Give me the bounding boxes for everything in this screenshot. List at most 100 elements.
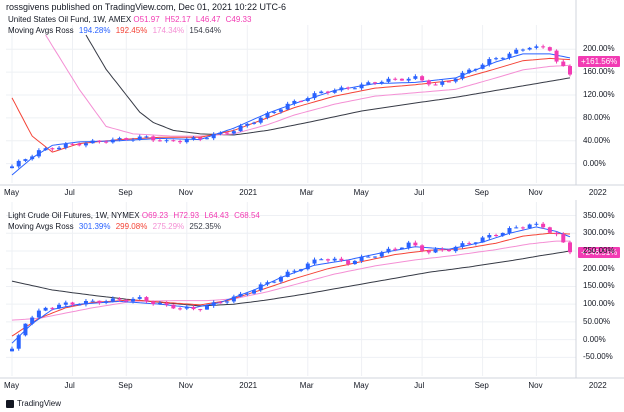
candle-body	[225, 132, 230, 134]
moving-average-ma_long	[45, 34, 571, 137]
candle-body	[379, 81, 384, 84]
crude-ma-1: 301.39%	[78, 222, 111, 231]
candle-body	[561, 234, 566, 243]
y-tick-label: 200.00%	[583, 44, 615, 54]
candle-body	[191, 306, 196, 310]
candle-body	[554, 50, 559, 62]
candle-body	[252, 290, 257, 294]
candle-body	[265, 282, 270, 285]
chart-pane-crude[interactable]: Light Crude Oil Futures, 1W, NYMEX O69.2…	[0, 200, 624, 396]
candle-body	[137, 136, 142, 140]
candle-body	[151, 136, 156, 141]
candle-body	[413, 76, 418, 79]
candle-body	[50, 148, 55, 150]
candle-body	[332, 90, 337, 93]
candle-body	[278, 276, 283, 282]
crude-ma-title: Moving Avgs Ross	[8, 222, 74, 231]
candle-body	[325, 259, 330, 261]
candle-body	[446, 81, 451, 83]
candle-body	[305, 98, 310, 101]
candle-body	[399, 78, 404, 81]
y-tick-label: 0.00%	[583, 158, 606, 168]
candle-body	[339, 258, 344, 261]
candle-body	[117, 138, 122, 140]
candle-body	[547, 47, 552, 51]
uso-high: H52.17	[164, 15, 191, 24]
candle-body	[10, 166, 14, 169]
candle-body	[352, 88, 357, 90]
uso-ma-3: 174.34%	[152, 26, 185, 35]
uso-ma-1: 194.28%	[78, 26, 111, 35]
uso-legend: United States Oil Fund, 1W, AMEX O51.97 …	[8, 14, 254, 25]
candle-body	[43, 148, 48, 151]
x-tick-label: Nov	[528, 188, 543, 197]
candle-body	[426, 80, 431, 85]
candle-body	[124, 138, 129, 140]
candle-body	[346, 87, 351, 89]
candle-body	[440, 81, 445, 85]
candle-body	[157, 140, 162, 142]
x-tick-label: Sep	[474, 381, 489, 390]
candle-body	[43, 307, 48, 311]
tradingview-footer: TradingView	[6, 399, 61, 408]
y-tick-label: -50.00%	[583, 352, 613, 362]
x-tick-label: Nov	[178, 188, 194, 197]
candle-body	[312, 93, 317, 99]
y-tick-label: 40.00%	[583, 135, 611, 145]
candle-body	[83, 143, 88, 146]
crude-title: Light Crude Oil Futures, 1W, NYMEX	[8, 211, 140, 220]
x-tick-label: Jul	[414, 188, 425, 197]
candle-body	[164, 302, 169, 305]
candle-body	[144, 136, 149, 138]
y-tick-label: 50.00%	[583, 316, 611, 326]
candle-body	[211, 302, 216, 306]
uso-chart-svg[interactable]	[0, 0, 624, 200]
x-tick-label: May	[4, 188, 20, 197]
candle-body	[16, 160, 21, 167]
candle-body	[514, 227, 519, 229]
candle-body	[151, 301, 156, 304]
candle-body	[413, 242, 418, 246]
candle-body	[473, 68, 478, 70]
candle-body	[36, 150, 41, 157]
candle-body	[467, 69, 472, 73]
candle-body	[97, 140, 102, 142]
candle-body	[30, 156, 35, 160]
candle-body	[420, 245, 425, 251]
moving-average-ma_black	[85, 34, 571, 136]
candle-body	[473, 242, 478, 244]
candle-body	[231, 296, 236, 302]
candle-body	[547, 227, 552, 233]
candle-body	[117, 298, 122, 300]
y-tick-label: 120.00%	[583, 90, 615, 99]
candle-body	[319, 259, 324, 261]
y-tick-label: 200.00%	[583, 263, 615, 273]
candle-body	[70, 302, 75, 305]
candle-body	[292, 100, 297, 104]
candle-body	[272, 281, 277, 283]
candle-body	[285, 103, 290, 110]
crude-ma-2: 299.08%	[115, 222, 148, 231]
x-tick-label: Sep	[118, 188, 133, 197]
candle-body	[433, 84, 438, 86]
candle-body	[231, 131, 236, 134]
y-tick-label: 150.00%	[583, 281, 615, 291]
candle-body	[70, 143, 75, 145]
crude-chart-svg[interactable]	[0, 200, 624, 396]
candle-body	[433, 249, 438, 253]
crude-ma-legend: Moving Avgs Ross 301.39% 299.08% 275.29%…	[8, 221, 224, 232]
y-tick-label: 160.00%	[583, 67, 615, 77]
candle-body	[10, 348, 14, 352]
candle-body	[386, 248, 391, 253]
candle-body	[460, 72, 465, 79]
candle-body	[386, 78, 391, 82]
candle-body	[198, 309, 203, 311]
candle-body	[480, 64, 485, 69]
x-tick-label: Mar	[299, 188, 314, 197]
candle-body	[104, 141, 109, 143]
x-tick-label: Sep	[474, 188, 489, 197]
crude-legend: Light Crude Oil Futures, 1W, NYMEX O69.2…	[8, 210, 263, 221]
chart-pane-uso[interactable]: United States Oil Fund, 1W, AMEX O51.97 …	[0, 0, 624, 200]
x-tick-label: Sep	[118, 381, 133, 390]
candle-body	[124, 299, 129, 302]
